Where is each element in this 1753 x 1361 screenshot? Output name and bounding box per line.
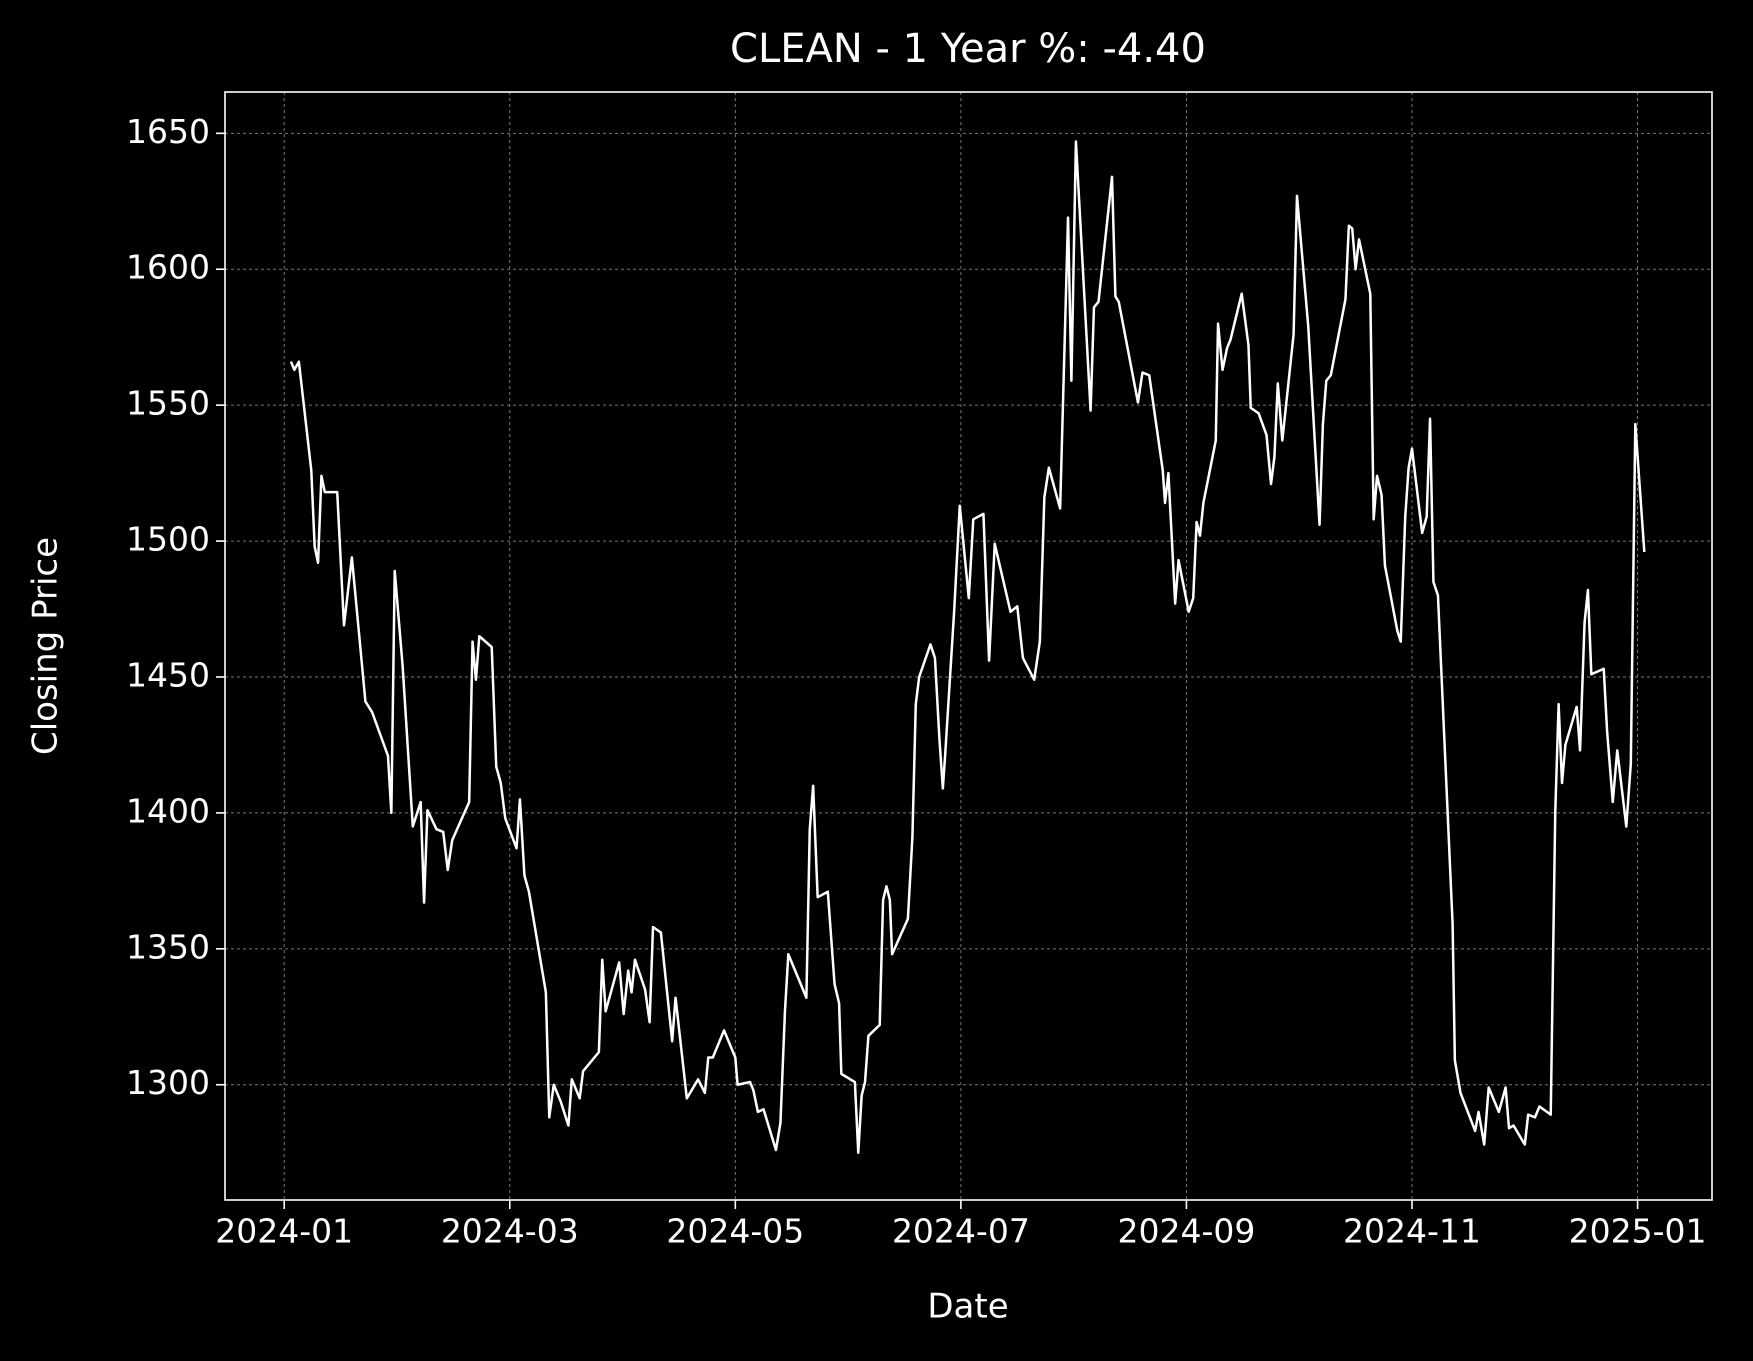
y-tick-label: 1500: [126, 520, 210, 559]
y-tick-label: 1300: [126, 1063, 210, 1102]
x-tick-label: 2024-09: [1118, 1212, 1256, 1251]
price-line: [289, 140, 1646, 1154]
y-tick-label: 1600: [126, 248, 210, 287]
chart-title: CLEAN - 1 Year %: -4.40: [730, 26, 1206, 72]
plot-frame: [224, 91, 1713, 1201]
x-tick-label: 2024-05: [666, 1212, 804, 1251]
x-tick-label: 2024-01: [215, 1212, 353, 1251]
x-axis-label: Date: [927, 1287, 1008, 1327]
x-tick-label: 2024-11: [1343, 1212, 1481, 1251]
x-tick-label: 2024-03: [441, 1212, 579, 1251]
y-tick-label: 1400: [126, 791, 210, 830]
y-axis-label: Closing Price: [26, 537, 66, 755]
y-tick-label: 1350: [126, 927, 210, 966]
y-tick-label: 1650: [126, 112, 210, 151]
y-tick-label: 1550: [126, 384, 210, 423]
x-tick-label: 2024-07: [892, 1212, 1030, 1251]
y-tick-label: 1450: [126, 655, 210, 694]
x-tick-label: 2025-01: [1569, 1212, 1707, 1251]
